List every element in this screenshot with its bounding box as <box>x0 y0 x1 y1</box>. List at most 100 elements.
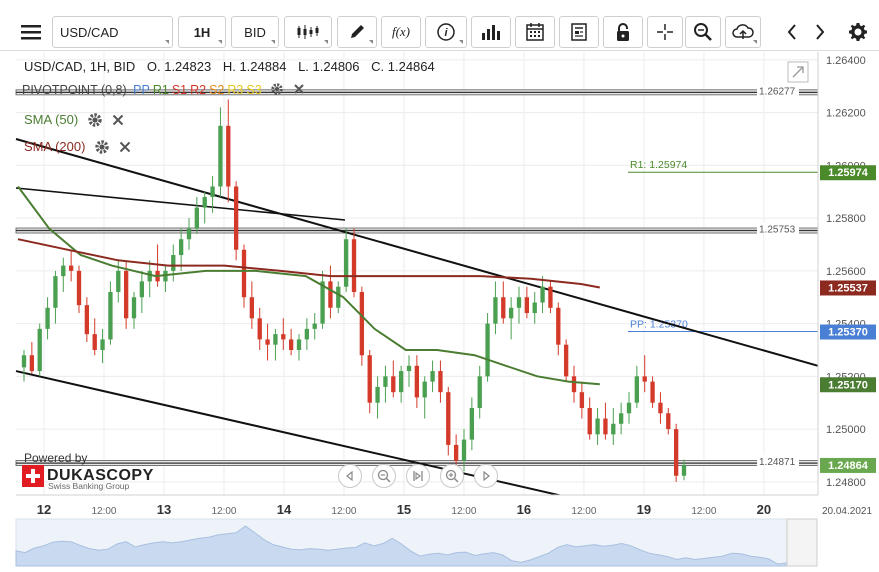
symbol-selector[interactable]: USD/CAD <box>52 16 173 48</box>
sma50-label: SMA (50) <box>24 112 79 127</box>
candle-body <box>336 286 341 308</box>
scroll-left-button[interactable] <box>778 16 806 48</box>
channel-upper-line[interactable] <box>15 138 819 367</box>
brand-tagline: Swiss Banking Group <box>48 481 130 491</box>
gear-icon[interactable] <box>88 112 102 127</box>
news-button[interactable] <box>559 16 599 48</box>
close-icon[interactable] <box>119 141 131 153</box>
function-button[interactable]: f(x) <box>381 16 421 48</box>
pivot-level-r3: R3 <box>227 83 244 97</box>
candle-body <box>571 376 577 393</box>
zoom-out-button[interactable] <box>372 464 396 488</box>
info-button[interactable]: i <box>425 16 467 48</box>
indicators-button[interactable] <box>471 16 511 48</box>
pencil-icon <box>351 25 364 38</box>
zoom-button[interactable] <box>685 16 721 48</box>
x-tick-label: 12:00 <box>211 506 236 517</box>
candle-body <box>186 228 192 240</box>
candles-icon <box>297 25 319 39</box>
trend-line[interactable] <box>15 187 346 221</box>
y-tick-label: 1.25600 <box>826 266 866 278</box>
time-axis[interactable]: 12 12:00 13 12:00 14 12:00 15 12:00 16 12:00 19 12:… <box>16 494 879 519</box>
price-axis-bg <box>818 52 879 495</box>
lock-icon <box>617 23 629 41</box>
candle-body <box>422 381 427 398</box>
zoom-in-button[interactable] <box>440 464 464 488</box>
candle-body <box>257 318 262 340</box>
bar-chart-icon <box>482 25 500 40</box>
svg-text:i: i <box>444 27 448 39</box>
x-tick-label: 14 <box>277 502 292 517</box>
moving-averages <box>17 185 600 386</box>
candle-body <box>658 402 663 414</box>
x-tick-label: 12:00 <box>91 506 116 517</box>
candle-body <box>524 297 530 314</box>
x-tick-label: 16 <box>517 502 531 517</box>
level-label: 1.26277 <box>759 86 796 97</box>
candle-body <box>84 305 90 335</box>
vertical-gridlines <box>43 52 765 495</box>
x-tick-label: 12:00 <box>571 506 596 517</box>
candle-body <box>666 413 671 430</box>
candle-body <box>328 281 333 308</box>
candle-body <box>147 270 152 282</box>
pivot-level-pp: PP <box>133 83 150 97</box>
lock-button[interactable] <box>603 16 643 48</box>
sma50-line <box>17 185 600 386</box>
close-icon[interactable] <box>293 83 305 95</box>
candle-body <box>171 255 176 271</box>
close-icon[interactable] <box>112 114 124 126</box>
chevron-left-icon <box>787 24 796 40</box>
x-tick-label: 20 <box>757 502 771 517</box>
crosshair-button[interactable] <box>647 16 683 48</box>
news-icon <box>571 23 587 41</box>
pan-left-button[interactable] <box>338 464 362 488</box>
price-badge-text: 1.25370 <box>828 327 868 339</box>
reset-view-button[interactable] <box>406 464 430 488</box>
candle-body <box>611 423 616 435</box>
price-type-selector[interactable]: BID <box>231 16 279 48</box>
candle-body <box>320 281 325 324</box>
navigator-area <box>15 525 788 567</box>
timeframe-selector[interactable]: 1H <box>178 16 226 48</box>
draw-button[interactable] <box>337 16 377 48</box>
candle-body <box>548 286 553 308</box>
navigator-handle[interactable] <box>786 518 818 567</box>
zoom-out-icon <box>377 469 391 483</box>
candle-body <box>351 239 357 292</box>
navigator-strip[interactable] <box>15 518 818 567</box>
sma50-legend[interactable]: SMA (50) <box>24 112 124 127</box>
candle-body <box>139 281 145 298</box>
scroll-right-button[interactable] <box>806 16 834 48</box>
price-badge <box>820 165 876 181</box>
candle-body <box>438 371 443 393</box>
gear-icon[interactable] <box>95 139 110 154</box>
price-badge-text: 1.24864 <box>828 460 869 472</box>
price-axis[interactable]: 1.264001.262001.260001.258001.256001.254… <box>817 52 879 495</box>
pivot-legend[interactable]: PIVOTPOINT (0,8) PP R1 S1 R2 S2 R3 S3 <box>22 83 305 97</box>
chart-type-button[interactable] <box>284 16 332 48</box>
candle-body <box>595 418 600 435</box>
price-badge-text: 1.25170 <box>828 379 868 391</box>
swiss-cross-icon <box>22 465 44 487</box>
x-tick-label: 13 <box>157 502 171 517</box>
y-tick-label: 1.25000 <box>826 424 866 436</box>
sma200-legend[interactable]: SMA (200) <box>24 139 131 154</box>
share-button[interactable] <box>725 16 761 48</box>
calendar-icon <box>526 23 544 41</box>
candle-body <box>21 355 27 368</box>
candle-body <box>163 270 168 282</box>
zoom-in-icon <box>445 469 459 483</box>
candle-body <box>116 270 121 292</box>
candle-body <box>603 418 608 435</box>
candle-body <box>359 291 365 356</box>
gear-icon[interactable] <box>271 83 283 95</box>
pan-right-button[interactable] <box>474 464 498 488</box>
settings-button[interactable] <box>844 16 872 48</box>
calendar-button[interactable] <box>515 16 555 48</box>
candle-body <box>516 297 522 308</box>
pivot-level-r1: R1 <box>152 83 169 97</box>
menu-button[interactable] <box>14 16 48 48</box>
pivot-label: PP: 1.25370 <box>630 319 688 331</box>
